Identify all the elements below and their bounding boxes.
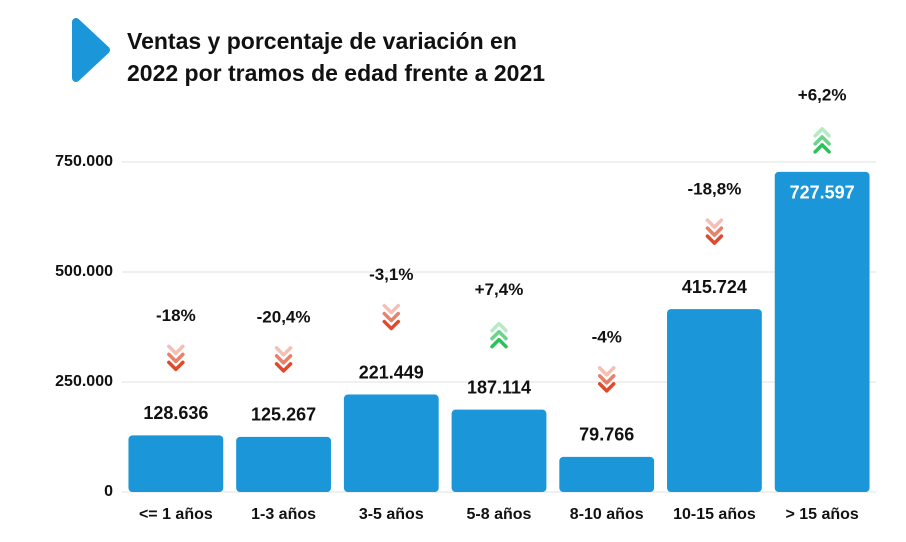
change-arrow [382, 303, 401, 331]
bar [559, 456, 655, 492]
title-icon [72, 18, 110, 82]
chevron [382, 311, 401, 323]
value-label: 128.636 [143, 403, 208, 423]
chevron [597, 374, 616, 385]
chevron [490, 329, 508, 341]
x-tick-label: 1-3 años [251, 506, 316, 523]
chevron [274, 354, 293, 365]
chevron [597, 366, 616, 377]
chevron [167, 352, 185, 364]
x-tick-label: 8-10 años [570, 506, 644, 523]
x-tick-label: 10-15 años [673, 506, 756, 523]
value-label: 125.267 [251, 405, 316, 425]
y-tick-label: 250.000 [55, 373, 113, 390]
x-tick-label: 3-5 años [359, 506, 424, 523]
y-tick-label: 500.000 [55, 263, 113, 280]
chevron [274, 346, 293, 357]
chevron [382, 303, 401, 315]
bar [451, 409, 547, 492]
value-label: 187.114 [467, 377, 531, 397]
value-label: 79.766 [579, 425, 634, 445]
value-label: 415.724 [682, 277, 747, 297]
change-label: -18% [156, 306, 196, 325]
x-tick-label: 5-8 años [467, 506, 532, 523]
change-arrow [490, 321, 508, 349]
change-label: +7,4% [475, 280, 524, 299]
chevron [490, 321, 508, 333]
chevron [167, 344, 185, 356]
chart-title: 2022 por tramos de edad frente a 2021 [127, 60, 545, 86]
value-label: 221.449 [359, 362, 424, 382]
change-label: -4% [592, 327, 622, 346]
value-label: 727.597 [790, 183, 855, 203]
y-tick-label: 0 [104, 483, 113, 500]
x-tick-label: > 15 años [785, 506, 858, 523]
change-arrow [167, 344, 185, 372]
bar [667, 309, 762, 492]
chevron [382, 319, 401, 331]
chevron [597, 382, 616, 393]
change-label: -18,8% [687, 180, 741, 199]
change-label: -3,1% [369, 265, 413, 284]
chevron [705, 234, 724, 245]
chart-title: Ventas y porcentaje de variación en [127, 28, 517, 54]
chevron [813, 127, 831, 138]
chevron [813, 143, 831, 154]
change-arrow [597, 366, 616, 393]
chevron [274, 362, 293, 373]
change-arrow [705, 218, 724, 245]
change-arrow [274, 346, 293, 373]
change-label: -20,4% [257, 307, 311, 326]
bar [128, 435, 224, 492]
chevron [167, 360, 185, 372]
bar [774, 171, 870, 493]
bar [236, 436, 331, 492]
chevron [705, 226, 724, 237]
chevron [813, 135, 831, 146]
bar [343, 394, 439, 492]
x-tick-label: <= 1 años [139, 506, 213, 523]
chevron [705, 218, 724, 229]
y-tick-label: 750.000 [55, 153, 113, 170]
change-arrow [813, 127, 831, 154]
change-label: +6,2% [798, 85, 847, 104]
chevron [490, 337, 508, 349]
